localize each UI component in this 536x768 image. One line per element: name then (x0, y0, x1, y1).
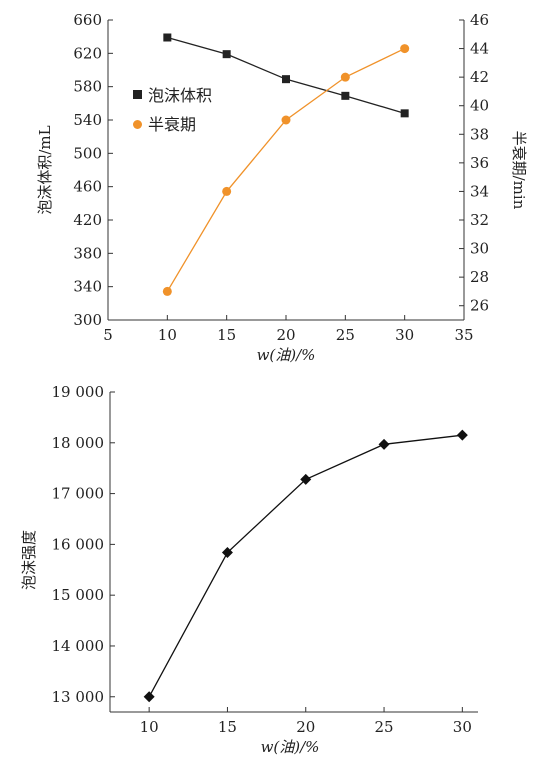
bottom-series (143, 429, 468, 703)
top-right-y-tick-label: 38 (470, 125, 489, 143)
top-right-y-tick-label: 44 (470, 40, 489, 58)
top-series (162, 33, 410, 296)
top-series-1-point (400, 44, 410, 54)
top-plot-frame (107, 20, 465, 321)
bottom-x-ticks: 10 15 20 25 30 (140, 707, 472, 736)
top-right-y-tick-label: 32 (470, 211, 489, 229)
top-x-tick-label: 10 (158, 326, 177, 344)
bottom-x-tick-label: 15 (218, 718, 237, 736)
top-series-1-point (222, 186, 232, 196)
top-x-tick-label: 25 (336, 326, 355, 344)
top-left-y-tick-label: 540 (73, 111, 102, 129)
top-left-y-tick-label: 580 (73, 78, 102, 96)
top-left-y-tick-label: 500 (73, 144, 102, 162)
bottom-series-point (456, 429, 468, 441)
bottom-y-tick-label: 19 000 (52, 383, 105, 401)
top-left-y-tick-label: 460 (73, 178, 102, 196)
top-right-y-tick-label: 30 (470, 240, 489, 258)
bottom-y-axis-title: 泡沫强度 (20, 530, 38, 590)
bottom-series-point (378, 438, 390, 450)
top-left-y-axis-title: 泡沫体积/mL (36, 125, 54, 214)
bottom-series-point (143, 691, 155, 703)
top-legend: 泡沫体积 半衰期 (133, 86, 212, 134)
legend-volume-marker (133, 90, 142, 99)
top-x-tick-label: 15 (217, 326, 236, 344)
bottom-y-ticks: 13 000 14 000 15 000 16 000 17 000 18 000 19 0… (52, 383, 115, 706)
bottom-plot-frame (109, 392, 478, 713)
bottom-y-tick-label: 13 000 (52, 688, 105, 706)
bottom-x-tick-label: 20 (296, 718, 315, 736)
top-series-0-point (222, 50, 231, 59)
top-right-y-tick-label: 46 (470, 11, 489, 29)
top-series-1-point (162, 286, 172, 296)
bottom-x-tick-label: 10 (140, 718, 159, 736)
top-x-ticks: 5 10 15 20 25 30 35 (103, 315, 474, 344)
top-right-y-tick-label: 40 (470, 97, 489, 115)
top-left-y-ticks: 300 340 380 420 460 500 540 580 620 660 (73, 11, 113, 329)
top-series-1-line (166, 47, 405, 292)
top-right-y-ticks: 26 28 30 32 34 36 38 40 42 44 46 (459, 11, 489, 315)
top-left-y-tick-label: 660 (73, 11, 102, 29)
top-right-y-tick-label: 28 (470, 268, 489, 286)
bottom-x-axis-title: w(油)/% (261, 738, 320, 756)
top-left-y-tick-label: 420 (73, 211, 102, 229)
top-right-y-tick-label: 36 (470, 154, 489, 172)
top-chart: 5 10 15 20 25 30 35 300 340 380 420 460 500 540 580 62… (36, 11, 528, 364)
bottom-series-point (300, 473, 312, 485)
top-left-y-tick-label: 300 (73, 311, 102, 329)
bottom-y-tick-label: 18 000 (52, 434, 105, 452)
bottom-x-tick-label: 30 (453, 718, 472, 736)
legend-volume-label: 泡沫体积 (148, 86, 212, 105)
legend-halflife-label: 半衰期 (148, 115, 196, 134)
top-right-y-tick-label: 26 (470, 297, 489, 315)
top-right-y-tick-label: 34 (470, 182, 489, 200)
top-series-1-point (281, 115, 291, 125)
top-left-y-tick-label: 620 (73, 44, 102, 62)
bottom-series-point (221, 547, 233, 559)
legend-halflife-marker (133, 120, 142, 129)
bottom-y-tick-label: 15 000 (52, 586, 105, 604)
top-x-tick-label: 35 (454, 326, 473, 344)
top-series-1-point (340, 72, 350, 82)
top-right-y-tick-label: 42 (470, 68, 489, 86)
bottom-x-tick-label: 25 (374, 718, 393, 736)
bottom-y-tick-label: 16 000 (52, 535, 105, 553)
bottom-y-tick-label: 17 000 (52, 485, 105, 503)
top-x-tick-label: 20 (276, 326, 295, 344)
top-left-y-tick-label: 340 (73, 278, 102, 296)
top-x-axis-title: w(油)/% (257, 346, 316, 364)
bottom-chart: 10 15 20 25 30 13 000 14 000 15 000 16 000 17 00… (20, 383, 478, 756)
top-x-tick-label: 30 (395, 326, 414, 344)
top-right-y-axis-title: 半衰期/min (510, 131, 528, 210)
bottom-y-tick-label: 14 000 (52, 637, 105, 655)
top-series-0-point (282, 75, 290, 84)
top-x-tick-label: 5 (103, 326, 113, 344)
top-series-0-point (400, 109, 409, 118)
top-series-0-point (163, 33, 172, 42)
top-series-0-point (341, 91, 350, 100)
top-left-y-tick-label: 380 (73, 244, 102, 262)
